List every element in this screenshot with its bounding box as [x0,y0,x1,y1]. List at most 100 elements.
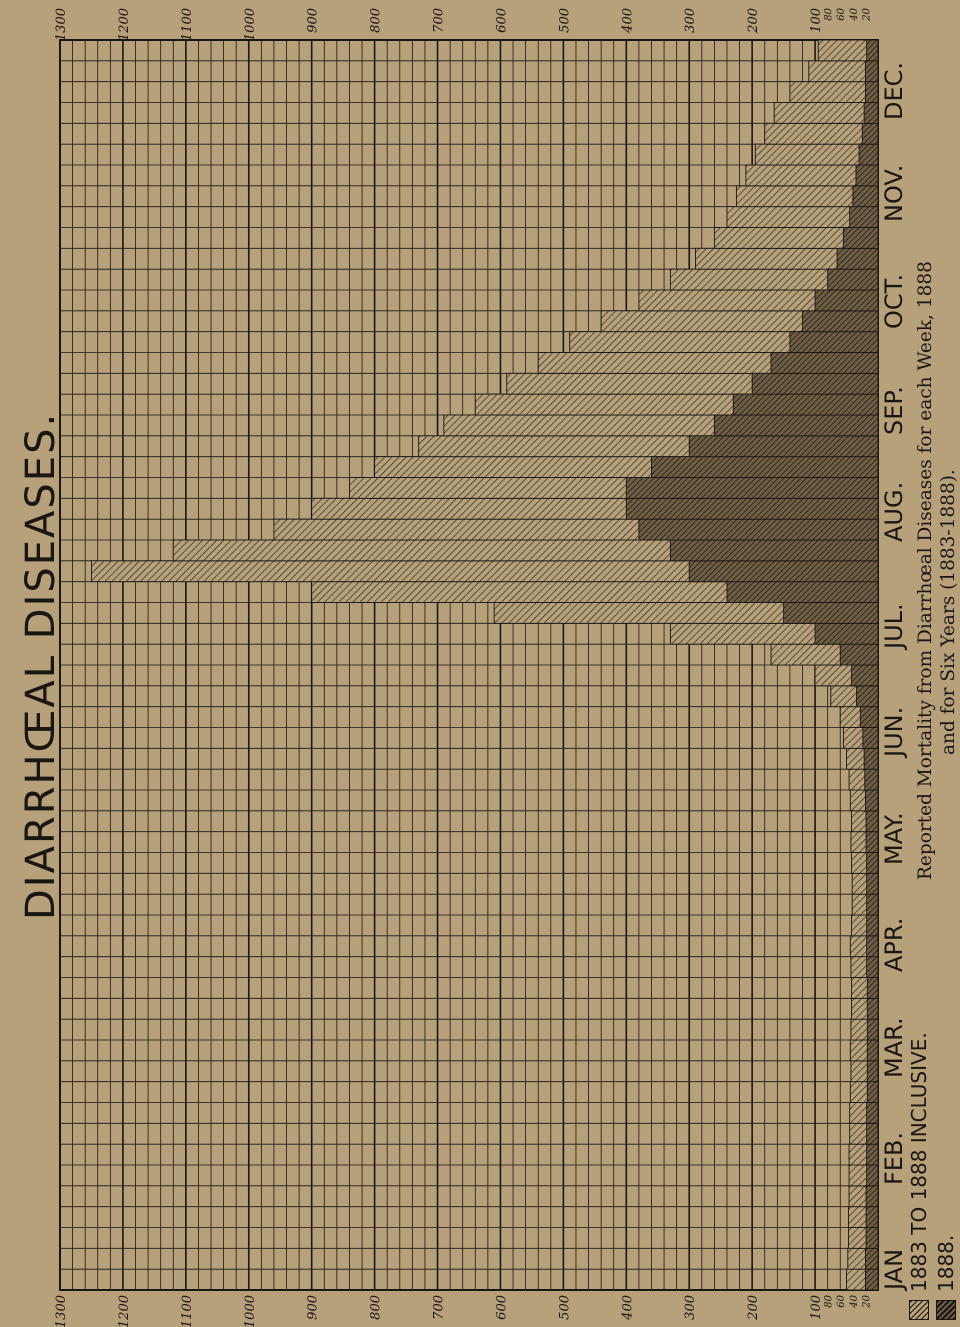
legend-label: 1883 TO 1888 INCLUSIVE. [907,1032,931,1292]
tick-label: 700 [432,1295,447,1320]
legend-swatch-dark [936,1300,956,1320]
tick-label: 500 [557,1295,572,1320]
tick-labels-top: 1300 1200 1100 1000 900 800 700 600 500 400 300 200… [54,7,872,41]
bar-1888 [855,164,879,187]
tick-label: 200 [746,8,761,34]
bar-1888 [866,852,879,874]
tick-label: 1100 [180,1295,195,1327]
bar-1888 [789,331,879,353]
tick-label: 400 [620,8,635,34]
bar-1888 [866,997,879,1020]
bar-1888 [863,747,879,770]
bar-1888 [625,497,879,520]
bar-1888 [814,622,879,645]
month-label: MAY. [880,812,908,865]
month-label: JAN [880,1248,908,1290]
bar-1888 [866,1081,879,1103]
tick-label: 300 [683,8,698,33]
bar-1888 [625,477,879,499]
bar-1888 [866,1143,879,1166]
bar-1888 [864,1268,879,1291]
bar-1888 [861,122,879,145]
bar-1888 [864,81,879,103]
bar-1883-1888 [764,122,879,145]
bar-1883-1888 [789,81,879,103]
legend-label: 1888. [934,1234,958,1292]
month-label: JUN. [880,706,908,757]
bar-1888 [802,310,879,333]
legend-item-1883-1888: 1883 TO 1888 INCLUSIVE. [907,1032,931,1320]
bar-1888 [866,914,879,937]
month-label: MAR. [880,1017,908,1078]
chart-title: DIARRHŒAL DISEASES. [18,411,64,920]
tick-label: 900 [306,1295,321,1320]
bar-1888 [866,1164,879,1187]
month-label: FEB. [880,1131,908,1185]
bar-1888 [856,685,879,708]
bar-1883-1888 [773,102,879,124]
tick-label: 300 [683,1295,698,1320]
bar-1888 [859,706,879,728]
tick-label: 1100 [180,8,195,41]
bar-1888 [864,789,879,812]
bar-1888 [827,268,879,291]
bar-1888 [651,456,879,478]
bar-1888 [688,560,879,583]
tick-label: 80 [824,1294,835,1307]
bar-1888 [839,643,879,666]
bar-1888 [866,39,879,62]
tick-label: 1000 [243,8,258,41]
tick-label: 400 [620,1295,635,1321]
bar-1888 [865,831,879,853]
bar-1888 [852,185,879,208]
tick-labels-bottom: 1300 1200 1100 1000 900 800 700 600 500 400 300 200… [54,1294,872,1327]
bar-1888 [864,768,879,791]
bar-1888 [865,1227,879,1249]
bar-1888 [713,414,879,437]
tick-label: 40 [849,7,860,21]
bar-1888 [864,60,879,83]
bar-1888 [866,893,879,916]
tick-label: 1200 [117,8,132,41]
bar-1888 [862,727,879,749]
bar-1888 [866,1060,879,1083]
bar-1888 [842,227,879,249]
tick-label: 700 [432,8,447,33]
bar-1888 [866,1018,879,1041]
tick-label: 1300 [54,8,69,41]
tick-label: 1200 [117,1295,132,1327]
tick-label: 500 [557,8,572,33]
bar-1888 [836,247,879,270]
bar-1888 [866,956,879,978]
legend-item-1888: 1888. [934,1235,958,1320]
bar-1888 [638,518,879,541]
month-label: APR. [880,917,908,972]
bar-1888 [866,872,879,895]
bar-1888 [863,102,879,124]
bar-1888 [726,581,879,603]
tick-label: 200 [746,1295,761,1321]
bar-1888 [866,1122,879,1145]
month-label: JUL. [880,603,908,649]
bar-1888 [866,1102,879,1124]
tick-label: 60 [836,1294,847,1307]
tick-label: 600 [494,8,509,33]
bar-1888 [849,206,879,228]
tick-label: 20 [861,1294,872,1308]
bar-1888 [866,1039,879,1062]
tick-label: 1300 [54,1295,69,1327]
month-label: NOV. [880,164,908,222]
caption-line-2: and for Six Years (1883-1888). [938,469,959,755]
bar-1888 [866,935,879,958]
tick-label: 800 [369,1295,384,1320]
bar-1888 [865,1206,879,1228]
tick-label: 100 [809,1295,824,1320]
tick-label: 20 [861,7,872,21]
tick-label: 1000 [243,1295,258,1327]
month-label: SEP. [880,386,908,435]
bar-1888 [865,810,879,833]
bar-1888 [851,664,879,687]
month-label: DEC. [880,61,908,120]
bar-1888 [669,539,879,562]
